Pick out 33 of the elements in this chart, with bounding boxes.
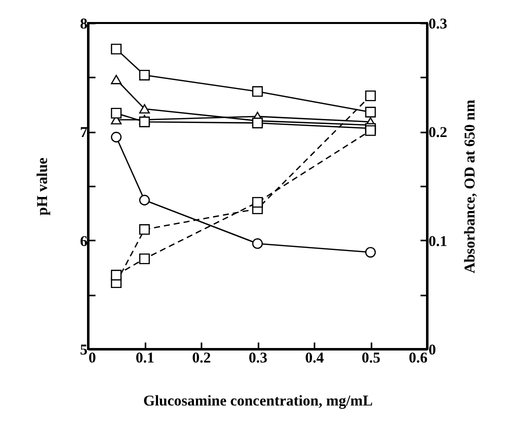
point xyxy=(139,224,150,235)
point xyxy=(365,106,376,118)
y2-tick-label: 0.3 xyxy=(428,16,448,32)
point xyxy=(252,196,263,208)
point xyxy=(252,86,263,97)
x-tick-label: 0.1 xyxy=(136,350,154,366)
x-tick-label: 0.4 xyxy=(305,350,324,366)
point xyxy=(139,194,150,206)
y2-axis-title: Absorbance, OD at 650 nm xyxy=(462,99,478,274)
point xyxy=(110,44,122,54)
x-tick-label: 0.5 xyxy=(362,350,380,366)
point xyxy=(110,270,122,280)
point xyxy=(365,246,376,258)
x-axis-title: Glucosamine concentration, mg/mL xyxy=(143,394,373,410)
point xyxy=(139,253,150,264)
point xyxy=(139,70,150,81)
point xyxy=(365,90,376,102)
point xyxy=(139,116,150,128)
x-tick-label: 0.6 xyxy=(408,350,428,366)
x-tick-label: 0 xyxy=(88,350,96,366)
point xyxy=(252,118,263,128)
y2-tick-label: 0.1 xyxy=(428,234,448,250)
point xyxy=(110,108,122,119)
y-tick-label: 5 xyxy=(80,342,88,358)
y-tick-label: 7 xyxy=(80,125,88,142)
y-axis-title: pH value xyxy=(35,157,51,216)
y-tick-label: 6 xyxy=(80,234,88,250)
y2-tick-label: 0.2 xyxy=(428,125,448,142)
x-tick-label: 0.3 xyxy=(248,350,268,366)
point xyxy=(110,132,122,142)
point xyxy=(252,238,263,249)
y-tick-label: 8 xyxy=(80,16,88,32)
x-tick-label: 0.2 xyxy=(192,350,211,366)
